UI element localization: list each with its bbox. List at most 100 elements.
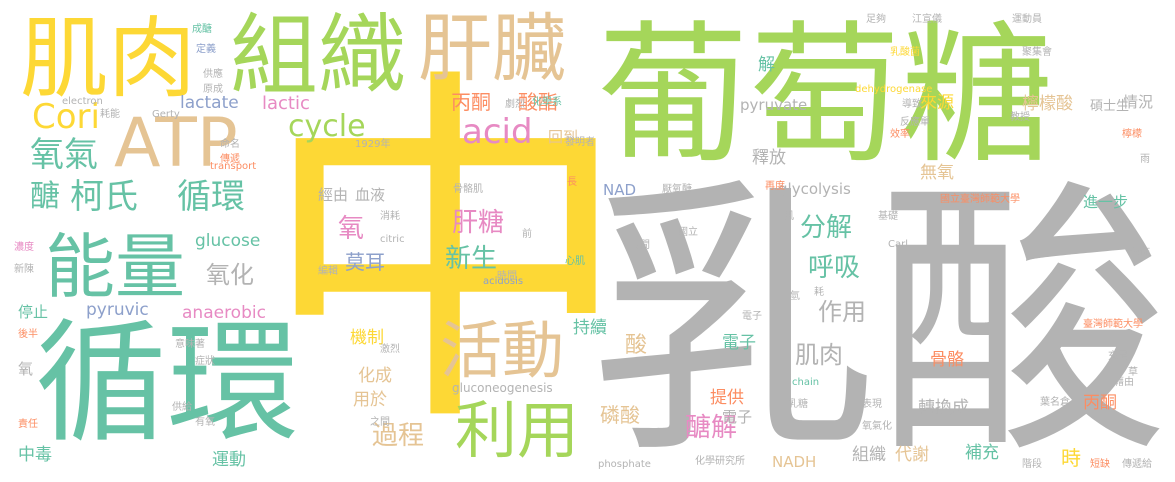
word-chem-institute: 化學研究所 — [695, 456, 745, 467]
word-aerobic: 有氧 — [195, 417, 215, 428]
word-foundation: 基礎 — [878, 211, 898, 222]
word-rain: 雨 — [1140, 154, 1150, 165]
word-phosphate: phosphate — [598, 459, 651, 470]
word-time: 時 — [1061, 446, 1081, 470]
word-liver: 肝臟 — [418, 6, 566, 92]
word-citric-acid: 檸檬酸 — [1022, 94, 1073, 114]
word-second-half: 後半 — [18, 329, 38, 340]
word-metabolism: 代謝 — [895, 445, 929, 465]
word-nadh: NADH — [772, 453, 817, 471]
word-symptom: 症狀 — [195, 356, 215, 367]
word-distribute: 運佈 — [1130, 247, 1150, 258]
word-sufficient: 充足 — [1108, 351, 1128, 362]
word-mole: 莫耳 — [345, 250, 385, 274]
word-lactic-acid: 乳酸 — [588, 156, 1168, 482]
word-transform: 化成 — [358, 366, 392, 386]
word-sugar: 醣 — [30, 179, 60, 214]
word-electron: 電子 — [722, 333, 756, 353]
word-continue: 持續 — [573, 318, 607, 338]
word-cori: Cori — [32, 97, 100, 137]
word-lactate: lactate — [180, 93, 239, 113]
word-original: 原成 — [203, 84, 223, 95]
word-provide: 提供 — [710, 388, 744, 408]
word-glucose-en: glucose — [195, 231, 261, 251]
word-consumption: 耗 — [814, 287, 824, 298]
word-nad: NAD — [603, 181, 637, 199]
word-cycle-small: 循環 — [177, 177, 245, 217]
word-respiration: 呼吸 — [808, 253, 861, 283]
word-by-means: 藉由 — [1114, 377, 1134, 388]
word-national: 國立 — [678, 227, 698, 238]
word-glycolysis-cn: 醣解 — [685, 413, 738, 443]
word-process: 過程 — [372, 421, 425, 451]
word-cycle-en: cycle — [288, 109, 366, 144]
word-pyruvic: pyruvic — [86, 300, 149, 320]
word-lactic: lactic — [262, 93, 310, 114]
word-shortage: 短缺 — [1090, 459, 1110, 470]
word-skeletal-muscle: 骨骼肌 — [453, 184, 483, 195]
word-means: 意味著 — [175, 339, 205, 350]
word-between: 之間 — [370, 417, 390, 428]
word-carl: Carl — [888, 239, 908, 250]
word-acidosis: acidosis — [483, 276, 524, 287]
word-acid: acid — [462, 112, 533, 152]
word-provision: 供給 — [172, 402, 192, 413]
word-metabolism-start: 新陳 — [14, 264, 34, 275]
word-electron-en: electron — [62, 96, 103, 107]
word-phosphoric-acid: 磷酸 — [600, 403, 640, 427]
word-oxygenation: 氧氣化 — [862, 421, 892, 432]
word-pyruvate-cn: 丙酮 — [451, 90, 491, 114]
word-oxygen: 氧 — [338, 214, 365, 244]
word-author: 江宣儀 — [912, 14, 942, 25]
word-supplement: 補充 — [965, 443, 999, 463]
word-activity: 活動 — [440, 314, 565, 387]
word-muscle-tiny: 肌 — [784, 211, 794, 222]
word-grad-student: 碩士生 — [1090, 99, 1130, 114]
word-atp: ATP — [114, 104, 238, 183]
word-oxygen-gas: 氧氣 — [30, 135, 98, 175]
word-again: 再度 — [765, 181, 785, 192]
word-efficiency: 效率 — [890, 129, 910, 140]
word-cause: 導致 — [902, 99, 922, 110]
word-tissue-small: 組織 — [852, 445, 886, 465]
word-responsibility: 責任 — [18, 419, 38, 430]
word-exercise: 運動 — [212, 450, 246, 470]
word-transport: transport — [210, 161, 257, 172]
word-lactose: 乳糖 — [788, 399, 808, 410]
word-convert: 轉換成 — [918, 398, 969, 418]
word-gathering: 聚集會 — [1022, 47, 1052, 58]
word-vigorous: 激烈 — [380, 344, 400, 355]
word-function: 作用 — [818, 298, 866, 326]
word-further: 進一步 — [1083, 193, 1129, 211]
word-1929: 1929年 — [355, 139, 391, 150]
word-anaerobic-cn: 無氧 — [920, 163, 954, 183]
word-naming: 命名 — [220, 139, 240, 150]
word-gerty: Gerty — [152, 109, 180, 120]
word-inventor: 發明者 — [565, 137, 595, 148]
word-hydrogen: 氫 — [790, 291, 800, 302]
word-energy-consuming: 耗能 — [100, 109, 120, 120]
word-glycolysis: glycolysis — [778, 180, 851, 198]
word-athlete: 運動員 — [1012, 14, 1042, 25]
word-source: 來源 — [920, 93, 954, 113]
word-ntnu: 臺灣師範大學 — [1083, 319, 1143, 330]
word-ntnu-full: 國立臺灣師範大學 — [940, 194, 1020, 205]
word-mechanism: 機制 — [350, 328, 384, 348]
word-ye-mingcang: 葉名倉 — [1040, 397, 1070, 408]
word-pyruvate-en: pyruvate — [740, 96, 808, 114]
word-solve: 解 — [754, 55, 774, 72]
word-intense: 劇烈 — [505, 99, 525, 110]
word-time-period: 時間 — [497, 271, 517, 282]
word-chain: chain — [792, 377, 820, 388]
word-used-for: 用於 — [353, 390, 387, 410]
word-acid-cn: 酸 — [625, 333, 648, 358]
word-professor: 教授 — [1010, 112, 1030, 123]
word-definition: 定義 — [196, 44, 216, 55]
word-during: 期間 — [630, 240, 650, 251]
word-ester: 酸酯 — [518, 90, 558, 114]
word-return: 回到 — [548, 128, 579, 146]
word-transmit: 傳遞 — [220, 154, 240, 165]
word-release: 釋放 — [752, 148, 786, 168]
word-zhong: 中 — [260, 39, 632, 472]
